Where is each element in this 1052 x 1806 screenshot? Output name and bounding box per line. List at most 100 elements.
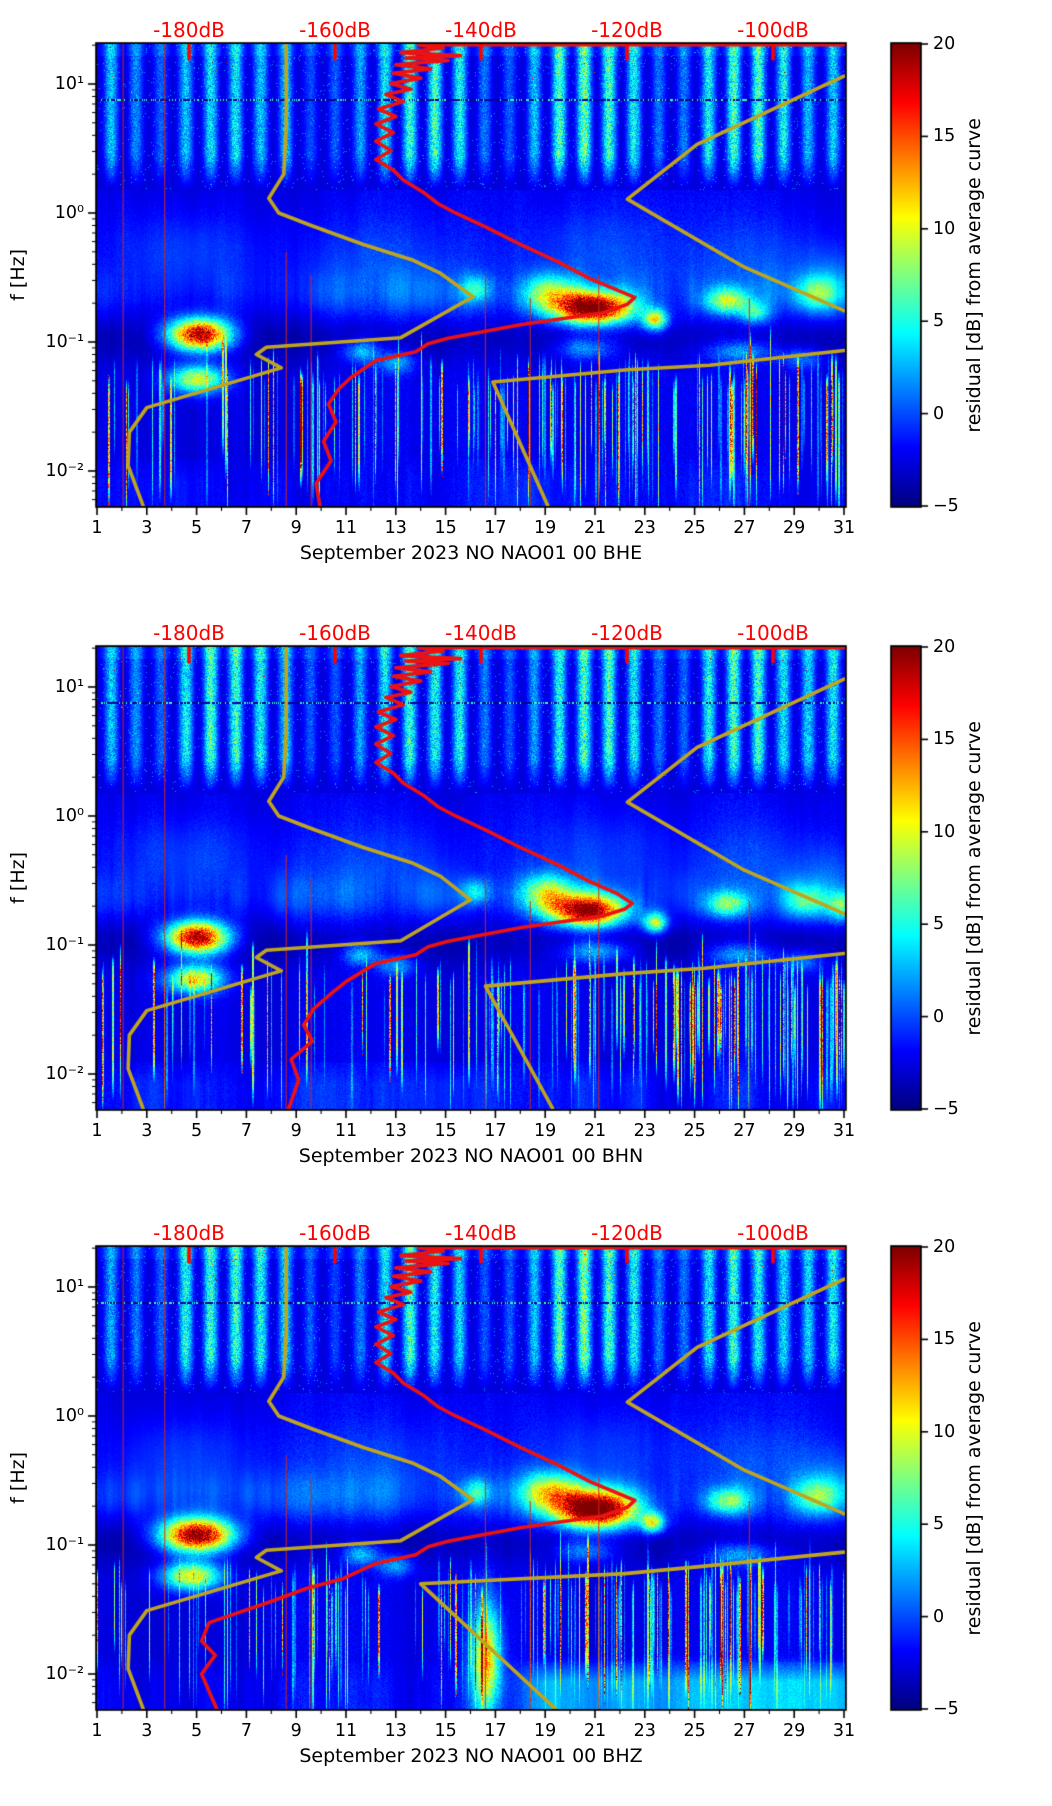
colorbar-tick-label: 0 — [933, 1006, 945, 1027]
y-axis-label: f [Hz] — [7, 852, 29, 904]
x-tick-label: 29 — [783, 1121, 806, 1141]
x-tick-label: 15 — [434, 518, 457, 538]
colorbar-tick-label: 15 — [933, 1329, 956, 1350]
top-db-label: -140dB — [445, 621, 517, 645]
x-tick-label: 31 — [832, 518, 856, 538]
top-db-label: -140dB — [445, 18, 517, 42]
x-tick-label: 27 — [733, 518, 756, 538]
x-tick-label: 1 — [91, 1721, 103, 1741]
top-db-label: -140dB — [445, 1221, 517, 1245]
top-db-label: -120dB — [591, 18, 663, 42]
colorbar-tick-label: 15 — [933, 729, 956, 750]
x-tick-label: 9 — [290, 1721, 302, 1741]
y-tick-label: 10⁻² — [45, 1063, 84, 1084]
x-tick-label: 9 — [290, 518, 302, 538]
y-axis-label: f [Hz] — [7, 249, 29, 301]
y-tick-label: 10⁻² — [45, 1663, 84, 1684]
x-tick-label: 9 — [290, 1121, 302, 1141]
x-tick-label: 31 — [832, 1121, 856, 1141]
panel-xlabel-bhz: September 2023 NO NAO01 00 BHZ — [299, 1745, 643, 1767]
colorbar-tick-label: −5 — [933, 496, 959, 516]
x-tick-label: 17 — [484, 1721, 507, 1741]
y-tick-label: 10⁰ — [54, 1405, 84, 1426]
y-tick-label: 10¹ — [54, 73, 84, 94]
colorbar-tick-label: 5 — [933, 914, 945, 935]
x-tick-label: 19 — [534, 1721, 557, 1741]
x-tick-label: 11 — [334, 1721, 358, 1741]
colorbar-label: residual [dB] from average curve — [963, 1320, 985, 1636]
x-tick-label: 17 — [484, 1121, 507, 1141]
top-db-label: -180dB — [153, 621, 225, 645]
colorbar-label: residual [dB] from average curve — [963, 117, 985, 433]
x-tick-label: 7 — [240, 518, 252, 538]
colorbar-tick-label: 5 — [933, 311, 945, 332]
x-tick-label: 1 — [91, 1121, 103, 1141]
y-tick-label: 10⁻¹ — [45, 934, 84, 955]
colorbar-tick-label: 5 — [933, 1514, 945, 1535]
x-tick-label: 19 — [534, 1121, 557, 1141]
x-tick-label: 5 — [191, 1721, 203, 1741]
x-tick-label: 17 — [484, 518, 507, 538]
x-tick-label: 31 — [832, 1721, 856, 1741]
x-tick-label: 23 — [633, 1721, 656, 1741]
x-tick-label: 7 — [240, 1121, 252, 1141]
top-db-label: -160dB — [299, 18, 371, 42]
colorbar-tick-label: 0 — [933, 1606, 945, 1627]
x-tick-label: 23 — [633, 518, 656, 538]
x-tick-label: 15 — [434, 1721, 457, 1741]
y-axis-label: f [Hz] — [7, 1452, 29, 1504]
x-tick-label: 11 — [334, 518, 358, 538]
x-tick-label: 3 — [141, 1721, 153, 1741]
top-db-label: -180dB — [153, 1221, 225, 1245]
y-tick-label: 10⁰ — [54, 202, 84, 223]
x-tick-label: 27 — [733, 1721, 756, 1741]
colorbar-label-wrap: residual [dB] from average curve — [963, 44, 999, 506]
x-tick-label: 13 — [384, 1721, 407, 1741]
y-tick-label: 10⁻¹ — [45, 331, 84, 352]
colorbar-tick-label: −5 — [933, 1699, 959, 1719]
y-tick-label: 10¹ — [54, 1276, 84, 1297]
colorbar-tick-label: 20 — [933, 34, 956, 54]
top-db-label: -120dB — [591, 621, 663, 645]
x-tick-label: 19 — [534, 518, 557, 538]
x-tick-label: 1 — [91, 518, 103, 538]
colorbar-label: residual [dB] from average curve — [963, 720, 985, 1036]
top-db-label: -120dB — [591, 1221, 663, 1245]
y-axis-label-wrap: f [Hz] — [7, 647, 43, 1109]
y-axis-label-wrap: f [Hz] — [7, 1247, 43, 1709]
x-tick-label: 21 — [583, 1721, 607, 1741]
top-db-label: -180dB — [153, 18, 225, 42]
y-axis-label-wrap: f [Hz] — [7, 44, 43, 506]
x-tick-label: 25 — [683, 518, 706, 538]
colorbar-tick-label: 10 — [933, 1421, 956, 1442]
colorbar-tick-label: 20 — [933, 1237, 956, 1257]
panel-xlabel-bhe: September 2023 NO NAO01 00 BHE — [299, 542, 643, 564]
y-tick-label: 10⁰ — [54, 805, 84, 826]
colorbar-tick-label: 15 — [933, 126, 956, 147]
colorbar-tick-label: −5 — [933, 1099, 959, 1119]
x-tick-label: 3 — [141, 1121, 153, 1141]
x-tick-label: 27 — [733, 1121, 756, 1141]
x-tick-label: 11 — [334, 1121, 358, 1141]
x-tick-label: 15 — [434, 1121, 457, 1141]
colorbar-label-wrap: residual [dB] from average curve — [963, 1247, 999, 1709]
colorbar-tick-label: 20 — [933, 637, 956, 657]
x-tick-label: 7 — [240, 1721, 252, 1741]
y-tick-label: 10⁻¹ — [45, 1534, 84, 1555]
top-db-label: -100dB — [737, 1221, 809, 1245]
x-tick-label: 21 — [583, 1121, 607, 1141]
x-tick-label: 25 — [683, 1121, 706, 1141]
y-tick-label: 10⁻² — [45, 460, 84, 481]
top-db-label: -100dB — [737, 18, 809, 42]
colorbar-label-wrap: residual [dB] from average curve — [963, 647, 999, 1109]
top-db-label: -100dB — [737, 621, 809, 645]
x-tick-label: 13 — [384, 1121, 407, 1141]
x-tick-label: 29 — [783, 1721, 806, 1741]
colorbar-tick-label: 0 — [933, 403, 945, 424]
x-tick-label: 29 — [783, 518, 806, 538]
x-tick-label: 25 — [683, 1721, 706, 1741]
y-tick-label: 10¹ — [54, 676, 84, 697]
x-tick-label: 13 — [384, 518, 407, 538]
x-tick-label: 5 — [191, 1121, 203, 1141]
